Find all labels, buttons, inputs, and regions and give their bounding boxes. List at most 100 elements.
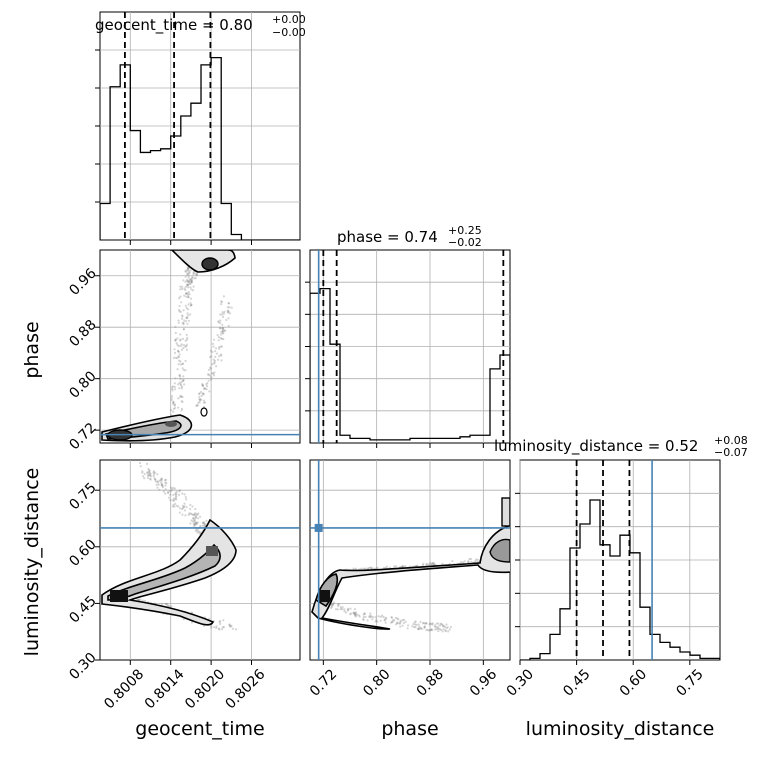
sample-point xyxy=(205,383,208,386)
sample-point xyxy=(148,471,151,474)
sample-point xyxy=(219,333,223,336)
sample-point xyxy=(201,384,204,387)
sample-point xyxy=(156,486,159,489)
sample-point xyxy=(449,625,453,629)
sample-point xyxy=(228,623,231,626)
sample-point xyxy=(354,612,357,615)
sample-point xyxy=(430,622,433,625)
sample-point xyxy=(376,620,379,623)
sample-point xyxy=(172,356,175,359)
sample-point xyxy=(161,486,164,489)
sample-point xyxy=(167,604,170,607)
sample-point xyxy=(174,356,177,359)
sample-point xyxy=(434,625,437,628)
sample-point xyxy=(186,278,189,281)
sample-point xyxy=(192,270,195,273)
sample-point xyxy=(224,329,227,332)
x-tick-label: 0.60 xyxy=(617,666,650,699)
sample-point xyxy=(428,623,431,626)
sample-point xyxy=(198,397,201,401)
sample-point xyxy=(148,472,151,475)
sample-point xyxy=(188,282,191,285)
sample-point xyxy=(172,401,175,404)
sample-point xyxy=(194,529,197,532)
sample-point xyxy=(371,618,374,621)
sample-point xyxy=(229,625,232,628)
sample-point xyxy=(174,493,177,496)
sample-point xyxy=(202,392,205,395)
sample-point xyxy=(227,310,230,313)
sample-point xyxy=(425,621,428,625)
sample-point xyxy=(193,520,196,523)
sample-point xyxy=(170,489,173,492)
sample-point xyxy=(167,491,170,494)
sample-point xyxy=(164,492,167,495)
sample-point xyxy=(210,626,213,629)
sample-point xyxy=(178,304,181,308)
sample-point xyxy=(229,625,232,628)
contour-phase-time-core-b xyxy=(165,421,177,427)
sample-point xyxy=(202,522,205,525)
sample-point xyxy=(379,615,382,618)
sample-point xyxy=(182,618,185,621)
sample-point xyxy=(445,626,448,630)
sample-point xyxy=(182,368,185,372)
sample-point xyxy=(181,504,184,507)
sample-point xyxy=(226,309,229,312)
sample-point xyxy=(393,619,396,622)
sample-point xyxy=(179,288,182,291)
sample-point xyxy=(431,623,434,626)
ylabel-luminosity-distance: luminosity_distance xyxy=(21,468,43,657)
sample-point xyxy=(174,339,177,342)
sample-point xyxy=(159,478,162,481)
sample-point xyxy=(397,618,400,621)
sample-point xyxy=(160,477,163,480)
sample-point xyxy=(414,625,417,629)
sample-point xyxy=(193,523,196,526)
sample-point xyxy=(362,616,365,619)
sample-point xyxy=(221,626,224,629)
sample-point xyxy=(212,345,215,348)
sample-point xyxy=(143,472,146,476)
sample-point xyxy=(362,613,365,616)
contour-distance-time-outer xyxy=(101,518,237,626)
sample-point xyxy=(220,303,223,306)
sample-point xyxy=(196,513,199,516)
sample-point xyxy=(391,621,394,624)
sample-point xyxy=(192,513,195,517)
sample-point xyxy=(192,517,195,520)
sample-point xyxy=(156,480,159,483)
sample-point xyxy=(173,403,176,406)
sample-point xyxy=(169,499,172,502)
quantile-lines xyxy=(124,12,631,660)
sample-point xyxy=(169,408,173,412)
sample-point xyxy=(198,395,201,398)
sample-point xyxy=(154,480,157,483)
sample-point xyxy=(374,616,377,619)
sample-point xyxy=(404,620,407,623)
sample-point xyxy=(419,626,423,629)
sample-point xyxy=(189,304,193,307)
sample-point xyxy=(369,616,372,619)
sample-point xyxy=(181,362,184,365)
title-luminosity-distance: luminosity_distance = 0.52 xyxy=(494,437,698,456)
sample-point xyxy=(370,567,373,570)
panel-titles: geocent_time = 0.80 +0.00 −0.00 phase = … xyxy=(95,13,748,459)
histogram-geocent-time xyxy=(100,56,300,240)
sample-point xyxy=(190,519,193,522)
sample-point xyxy=(175,493,178,496)
sample-point xyxy=(210,625,213,628)
sample-point xyxy=(337,603,340,606)
sample-point xyxy=(181,385,184,388)
sample-point xyxy=(179,344,182,347)
title-phase: phase = 0.74 xyxy=(337,228,438,246)
sample-point xyxy=(219,327,222,330)
sample-point xyxy=(185,506,188,509)
sample-point xyxy=(172,410,175,413)
sample-point xyxy=(216,334,219,337)
sample-point xyxy=(178,490,181,493)
sample-point xyxy=(205,388,208,391)
sample-point xyxy=(222,337,225,341)
sample-point xyxy=(438,624,441,627)
sample-point xyxy=(431,562,434,565)
